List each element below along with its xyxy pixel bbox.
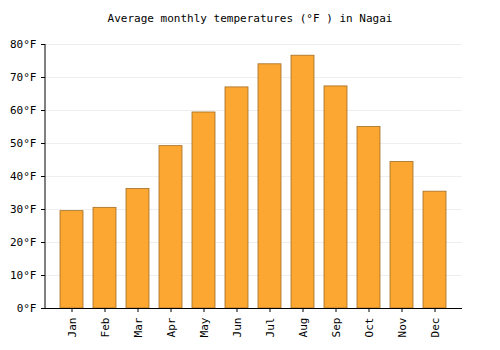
svg-text:Nov: Nov [396, 317, 409, 337]
svg-text:Oct: Oct [363, 318, 376, 338]
svg-text:Aug: Aug [297, 318, 310, 338]
html-text:Average monthly temperatures (: Average monthly temperatures (°F ) in Na… [107, 12, 393, 25]
svg-text:20°F: 20°F [10, 236, 37, 249]
svg-text:May: May [198, 317, 211, 337]
svg-text:70°F: 70°F [10, 71, 37, 84]
svg-text:Jul: Jul [264, 318, 277, 338]
svg-text:Jun: Jun [231, 318, 244, 338]
svg-text:Feb: Feb [99, 318, 112, 338]
svg-text:Mar: Mar [132, 317, 145, 337]
svg-text:Jan: Jan [66, 318, 79, 338]
svg-text:Dec: Dec [429, 318, 442, 338]
svg-text:50°F: 50°F [10, 137, 37, 150]
svg-text:Sep: Sep [330, 318, 343, 338]
svg-text:60°F: 60°F [10, 104, 37, 117]
svg-text:30°F: 30°F [10, 203, 37, 216]
svg-text:10°F: 10°F [10, 269, 37, 282]
svg-text:Apr: Apr [165, 317, 178, 337]
svg-text:40°F: 40°F [10, 170, 37, 183]
svg-text:80°F: 80°F [10, 38, 37, 51]
svg-text:0°F: 0°F [17, 302, 37, 315]
